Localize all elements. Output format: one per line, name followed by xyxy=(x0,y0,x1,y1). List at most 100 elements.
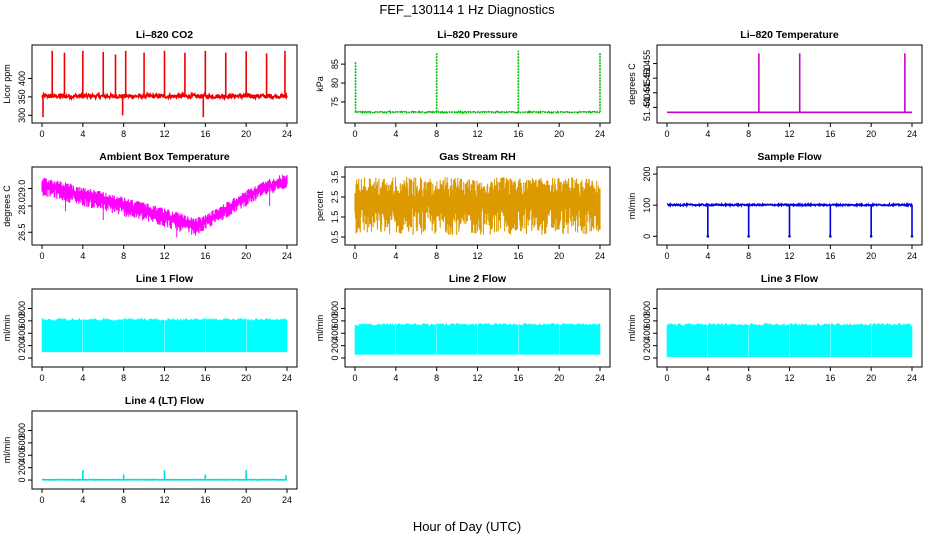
x-tick-label: 16 xyxy=(513,373,523,383)
x-tick-label: 8 xyxy=(746,251,751,261)
y-tick-label: 200 xyxy=(17,338,27,353)
x-tick-label: 8 xyxy=(746,129,751,139)
x-tick-label: 4 xyxy=(705,251,710,261)
x-tick-label: 4 xyxy=(393,373,398,383)
series-area xyxy=(354,322,396,355)
x-tick-label: 16 xyxy=(200,129,210,139)
chart-panel: Sample Flow ml/min 0 4 8 12 16 20 24 0 100 200 xyxy=(627,151,923,261)
y-tick-label: 0 xyxy=(642,356,652,361)
x-tick-label: 24 xyxy=(907,373,917,383)
y-tick-label: 100 xyxy=(642,198,652,213)
x-tick-label: 0 xyxy=(664,373,669,383)
y-tick-label: 51.450 xyxy=(642,64,652,92)
event-point xyxy=(869,235,873,238)
x-tick-label: 8 xyxy=(121,251,126,261)
panel-title: Sample Flow xyxy=(757,151,822,163)
chart-panel: Line 4 (LT) Flow ml/min 0 4 8 12 16 20 24 0 200400… xyxy=(2,395,298,505)
x-tick-label: 0 xyxy=(39,251,44,261)
y-tick-label: 400 xyxy=(17,326,27,341)
y-axis-label: kPa xyxy=(315,76,325,92)
y-tick-label: 1.5 xyxy=(330,211,340,224)
y-tick-label: 200 xyxy=(642,338,652,353)
x-tick-label: 8 xyxy=(434,373,439,383)
y-tick-label: 200 xyxy=(17,460,27,475)
x-tick-label: 0 xyxy=(352,251,357,261)
y-tick-label: 0.5 xyxy=(330,231,340,244)
x-tick-label: 0 xyxy=(39,373,44,383)
chart-panel: Gas Stream RH percent 0 4 8 12 16 20 24 0.5 1.5 2.5… xyxy=(315,151,611,261)
x-tick-label: 4 xyxy=(80,495,85,505)
x-tick-label: 20 xyxy=(866,251,876,261)
y-tick-label: 200 xyxy=(642,167,652,182)
y-tick-label: 200 xyxy=(330,338,340,353)
series-area xyxy=(123,317,165,353)
y-tick-label: 0 xyxy=(17,478,27,483)
panel-title: Ambient Box Temperature xyxy=(99,151,230,163)
chart-panel: Line 2 Flow ml/min 0 4 8 12 16 20 24 0 20040060080… xyxy=(315,273,611,383)
x-tick-label: 16 xyxy=(200,373,210,383)
chart-panel: Li–820 CO2 Licor ppm 0 4 8 12 16 20 24 300 350 400 xyxy=(2,29,298,139)
data-series xyxy=(41,317,288,353)
x-tick-label: 0 xyxy=(664,129,669,139)
x-tick-label: 20 xyxy=(241,251,251,261)
x-tick-label: 24 xyxy=(282,251,292,261)
x-tick-label: 8 xyxy=(121,373,126,383)
y-tick-label: 600 xyxy=(17,435,27,450)
series-area xyxy=(205,317,246,353)
chart-panel: Line 1 Flow ml/min 0 4 8 12 16 20 24 0 20040060080… xyxy=(2,273,298,383)
panel-title: Li–820 Pressure xyxy=(437,29,518,41)
series-area xyxy=(41,318,83,353)
x-tick-label: 4 xyxy=(80,129,85,139)
x-tick-label: 16 xyxy=(825,373,835,383)
panel-title: Line 4 (LT) Flow xyxy=(125,395,205,407)
x-tick-label: 4 xyxy=(80,251,85,261)
x-tick-label: 12 xyxy=(784,251,794,261)
y-tick-label: 400 xyxy=(17,448,27,463)
y-tick-label: 400 xyxy=(642,326,652,341)
x-tick-label: 24 xyxy=(282,129,292,139)
x-tick-label: 12 xyxy=(159,373,169,383)
y-tick-label: 26.5 xyxy=(17,223,27,241)
chart-panel: Line 3 Flow ml/min 0 4 8 12 16 20 24 0 20040060080… xyxy=(627,273,923,383)
x-tick-label: 12 xyxy=(159,251,169,261)
x-tick-label: 24 xyxy=(907,251,917,261)
x-tick-label: 20 xyxy=(554,251,564,261)
x-tick-label: 16 xyxy=(825,129,835,139)
x-tick-label: 16 xyxy=(825,251,835,261)
chart-panel: Li–820 Temperature degrees C 0 4 8 12 16 20 24 51… xyxy=(627,29,923,139)
x-tick-label: 4 xyxy=(705,129,710,139)
y-tick-label: 800 xyxy=(642,301,652,316)
series-area xyxy=(436,322,478,355)
x-tick-label: 16 xyxy=(200,495,210,505)
series-area xyxy=(164,317,206,353)
event-point xyxy=(706,235,710,238)
y-tick-label: 51.445 xyxy=(642,79,652,107)
y-tick-label: 3.5 xyxy=(330,171,340,184)
series-area xyxy=(518,322,559,355)
x-tick-label: 0 xyxy=(39,495,44,505)
x-tick-label: 20 xyxy=(554,129,564,139)
y-tick-label: 600 xyxy=(330,313,340,328)
y-tick-label: 28.0 xyxy=(17,197,27,215)
x-tick-label: 8 xyxy=(121,495,126,505)
event-point xyxy=(910,235,914,238)
y-tick-label: 0 xyxy=(642,234,652,239)
series-area xyxy=(83,318,124,353)
y-axis-label: percent xyxy=(315,190,325,221)
x-tick-label: 20 xyxy=(866,373,876,383)
x-tick-label: 4 xyxy=(393,251,398,261)
panel-title: Line 2 Flow xyxy=(449,273,507,285)
figure-x-axis-label: Hour of Day (UTC) xyxy=(413,519,521,534)
y-axis-label: degrees C xyxy=(627,63,637,105)
y-tick-label: 400 xyxy=(17,71,27,86)
data-series xyxy=(666,201,914,238)
series-band xyxy=(354,177,601,235)
x-tick-label: 8 xyxy=(121,129,126,139)
y-tick-label: 350 xyxy=(17,89,27,104)
event-point xyxy=(788,235,791,238)
x-tick-label: 12 xyxy=(472,251,482,261)
y-tick-label: 75 xyxy=(330,97,340,107)
y-tick-label: 85 xyxy=(330,59,340,69)
y-tick-label: 300 xyxy=(17,108,27,123)
data-series xyxy=(41,470,288,481)
